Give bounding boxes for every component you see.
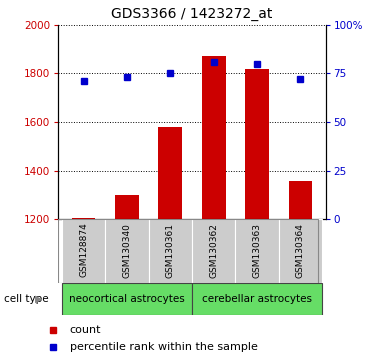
Text: GSM130363: GSM130363 <box>253 223 262 278</box>
Text: cerebellar astrocytes: cerebellar astrocytes <box>202 294 312 304</box>
Bar <box>158 127 182 219</box>
Bar <box>235 219 279 283</box>
Bar <box>192 219 235 283</box>
Text: GSM130361: GSM130361 <box>166 223 175 278</box>
Bar <box>62 283 192 315</box>
Text: GSM130364: GSM130364 <box>296 223 305 278</box>
Bar <box>72 218 95 219</box>
Text: GSM128874: GSM128874 <box>79 223 88 278</box>
Text: percentile rank within the sample: percentile rank within the sample <box>70 342 257 352</box>
Text: GSM130340: GSM130340 <box>122 223 131 278</box>
Text: neocortical astrocytes: neocortical astrocytes <box>69 294 185 304</box>
Bar <box>289 181 312 219</box>
Bar <box>245 69 269 219</box>
Bar <box>279 219 322 283</box>
Title: GDS3366 / 1423272_at: GDS3366 / 1423272_at <box>111 7 273 21</box>
Text: GSM130362: GSM130362 <box>209 223 218 278</box>
Bar <box>62 219 105 283</box>
Text: cell type: cell type <box>4 294 48 304</box>
Bar <box>149 219 192 283</box>
Bar <box>105 219 149 283</box>
Bar <box>202 56 226 219</box>
Bar <box>115 195 139 219</box>
Bar <box>192 283 322 315</box>
Text: count: count <box>70 325 101 335</box>
Text: ▶: ▶ <box>35 294 43 304</box>
